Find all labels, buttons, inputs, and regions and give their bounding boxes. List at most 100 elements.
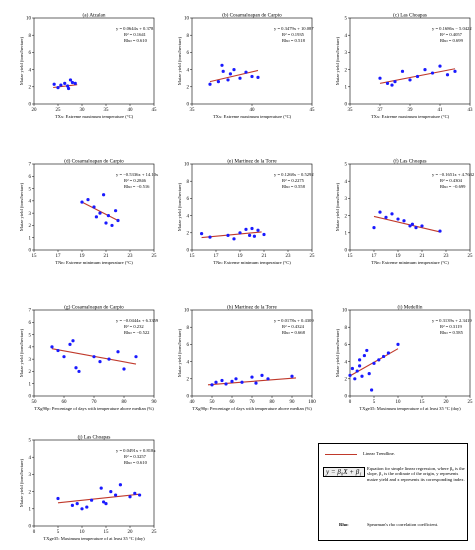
data-point — [114, 493, 118, 497]
y-tick-label: 0 — [345, 249, 348, 254]
chart-title: (b) Cosamaloapan de Carpio — [222, 12, 282, 19]
r2-label: R² = 0.1935 — [282, 32, 305, 37]
x-tick-label: 35 — [104, 108, 110, 113]
x-tick-label: 41 — [438, 108, 444, 113]
data-point — [210, 383, 214, 387]
y-tick-label: 6 — [187, 343, 190, 348]
y-tick-label: 0 — [29, 395, 32, 400]
x-tick-label: 40 — [250, 108, 256, 113]
data-point — [252, 234, 256, 238]
data-point — [56, 86, 60, 90]
data-point — [92, 205, 96, 209]
r2-label: R² = 0.4324 — [282, 324, 305, 329]
plot-frame — [191, 163, 313, 251]
data-point — [102, 193, 106, 197]
chart-panel-3: (c) Las Choapas 35 37 39 41 43 0 1 2 3 4 5 TXx: Extr… — [335, 12, 473, 120]
y-tick-label: 10 — [184, 309, 190, 314]
x-tick-label: 25 — [468, 254, 474, 259]
y-tick-label: 4 — [29, 456, 32, 461]
y-tick-label: 2 — [345, 68, 348, 73]
chart-title: (g) Cosamaloapan de Carpio — [64, 304, 124, 311]
x-tick-label: 90 — [152, 400, 158, 405]
data-point — [244, 227, 248, 231]
x-tick-label: 35 — [348, 108, 354, 113]
y-tick-label: 6 — [187, 197, 190, 202]
data-point — [234, 377, 238, 381]
data-point — [70, 80, 74, 85]
x-tick-label: 60 — [230, 400, 236, 405]
data-point — [360, 374, 364, 378]
data-point — [66, 86, 71, 91]
y-tick-label: 2 — [345, 214, 348, 219]
y-tick-label: 10 — [26, 17, 32, 22]
plot-frame — [349, 309, 471, 397]
data-point — [266, 377, 270, 381]
data-point — [423, 68, 427, 72]
x-tick-label: 40 — [128, 108, 134, 113]
data-point — [90, 498, 94, 502]
y-tick-label: 4 — [187, 214, 190, 219]
data-point — [208, 82, 212, 86]
y-tick-label: 10 — [184, 17, 190, 22]
x-tick-label: 19 — [396, 254, 402, 259]
y-tick-label: 0 — [29, 249, 32, 254]
data-point — [80, 507, 84, 511]
x-axis-label: TXx: Extreme maximum temperature (°C) — [55, 114, 134, 119]
y-tick-label: 4 — [345, 360, 348, 365]
r2-label: R² = 0.2275 — [282, 178, 305, 183]
y-tick-label: 8 — [29, 34, 32, 39]
data-point — [244, 70, 248, 74]
y-tick-label: 1 — [345, 232, 348, 237]
x-tick-label: 50 — [210, 400, 216, 405]
data-point — [250, 226, 254, 231]
x-tick-label: 15 — [190, 254, 196, 259]
equation-label: y = 0.0491x + 0.818x — [116, 448, 156, 453]
data-point — [102, 500, 106, 504]
y-tick-label: 2 — [345, 378, 348, 383]
y-tick-label: 4 — [29, 200, 32, 205]
y-axis-label: Maize yield (tons/hectare) — [19, 328, 24, 377]
y-tick-label: 4 — [187, 360, 190, 365]
trend-line — [201, 231, 262, 239]
x-tick-label: 43 — [468, 108, 474, 113]
data-point — [133, 491, 137, 495]
data-point — [75, 502, 79, 506]
y-tick-label: 1 — [29, 382, 32, 387]
data-point — [114, 209, 118, 213]
x-tick-label: 30 — [80, 108, 86, 113]
chart-panel-8: (h) Martínez de la Torre 40 50 60 70 80 90 100 0… — [177, 304, 316, 412]
data-point — [116, 350, 120, 354]
chart-panel-5: (e) Martínez de la Torre 15 17 19 21 23 25 0 2 4 6… — [177, 158, 315, 266]
r2-label: R² = 0.2846 — [124, 178, 147, 183]
chart-title: (d) Cosamaloapan de Carpio — [64, 158, 124, 165]
x-axis-label: TXg90p: Percentage of days with temperat… — [192, 406, 312, 411]
y-tick-label: 3 — [345, 51, 348, 56]
data-point — [98, 211, 102, 215]
chart-title: (c) Las Choapas — [393, 12, 427, 19]
data-point — [134, 355, 138, 359]
data-point — [408, 224, 412, 228]
data-point — [116, 218, 120, 223]
y-tick-label: 3 — [29, 212, 32, 217]
y-tick-label: 0 — [29, 525, 32, 530]
chart-panel-1: (a) Atzalan 20 25 30 35 40 45 0 2 4 6 8 10 TXx: Extre… — [19, 12, 157, 120]
data-point — [220, 63, 224, 67]
x-axis-label: TNn: Extreme minimum temperature (°C) — [213, 260, 291, 265]
chart-panel-7: (g) Cosamaloapan de Carpio 50 60 70 80 90 0 1 2 3… — [19, 304, 159, 412]
equation-label: y = 0.1268x − 0.5292 — [274, 172, 314, 177]
data-point — [68, 342, 72, 346]
legend-equation: y = β₀X + β₁ — [323, 467, 365, 477]
data-point — [378, 76, 382, 80]
data-point — [226, 233, 230, 237]
data-point — [214, 380, 218, 384]
data-point — [430, 71, 435, 75]
data-point — [402, 219, 406, 223]
x-tick-label: 10 — [80, 530, 86, 535]
equation-label: y = −0.5336x + 14.10x — [116, 172, 159, 177]
chart-title: (e) Martínez de la Torre — [227, 158, 277, 165]
x-tick-label: 80 — [270, 400, 276, 405]
y-tick-label: 6 — [29, 175, 32, 180]
x-tick-label: 25 — [152, 254, 158, 259]
